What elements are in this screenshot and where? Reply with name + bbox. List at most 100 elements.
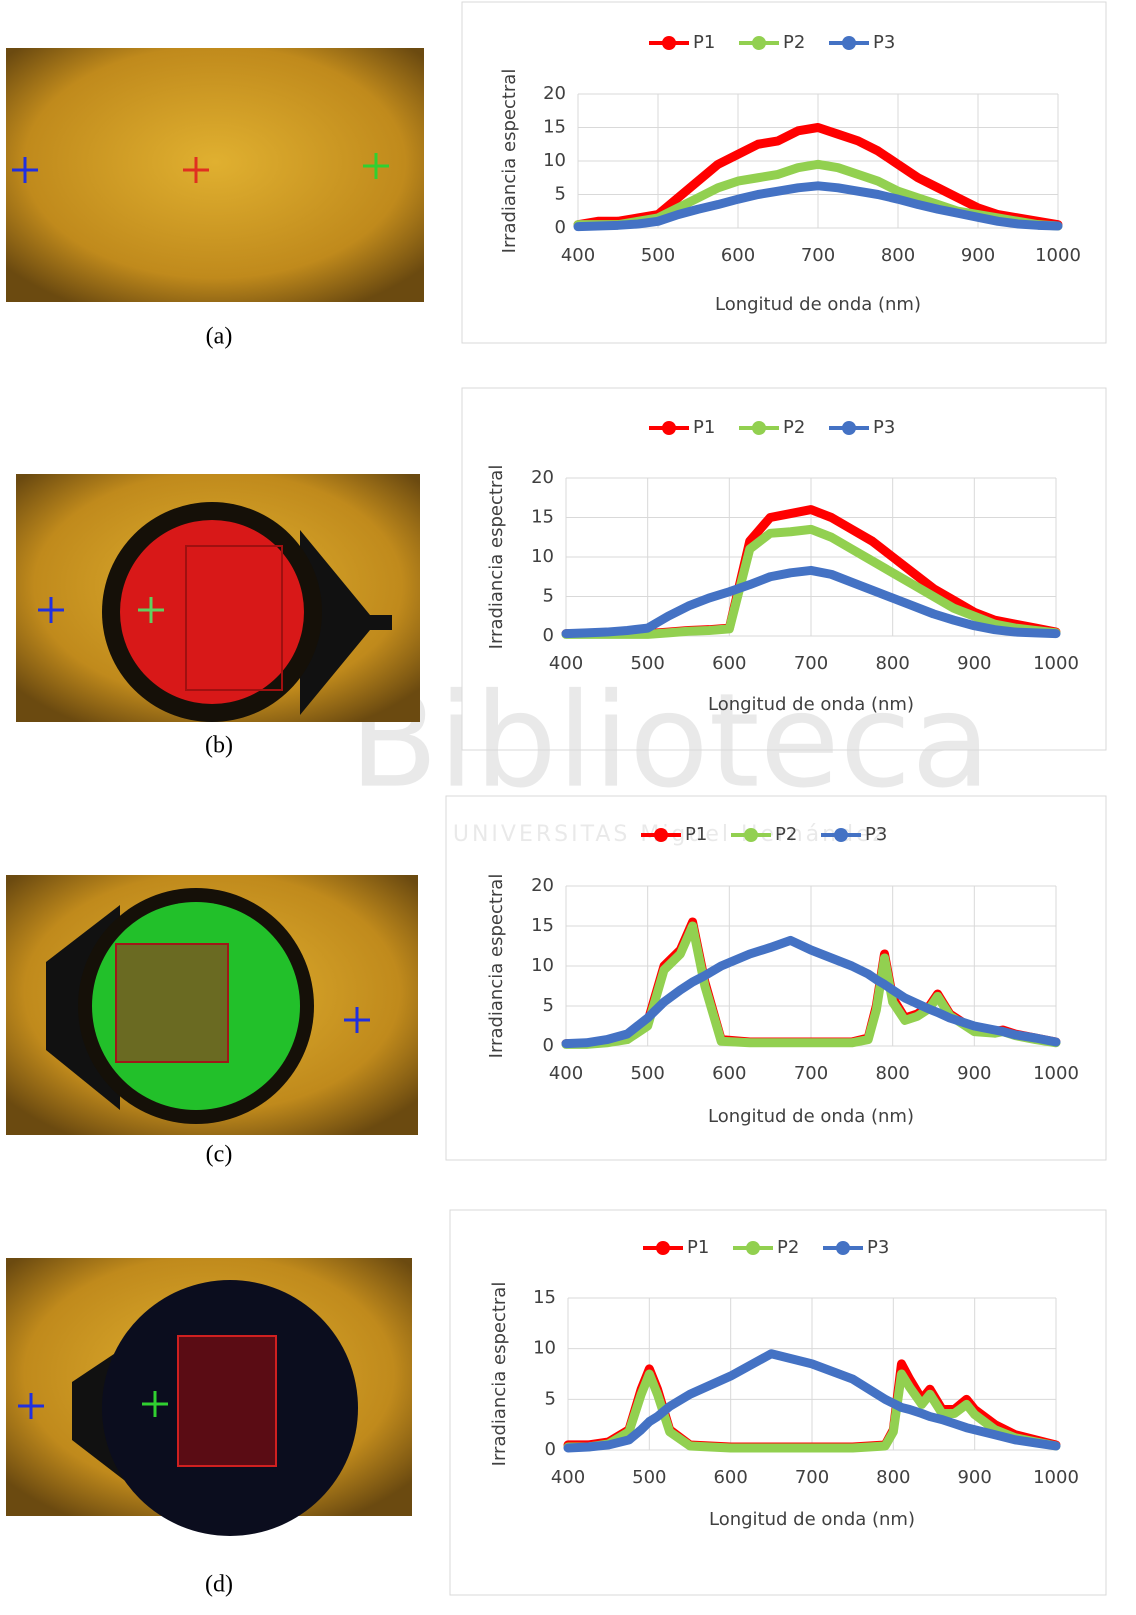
caption: (c) xyxy=(206,1142,233,1168)
legend-marker xyxy=(842,36,856,50)
y-tick-label: 15 xyxy=(531,507,554,528)
caption: (b) xyxy=(205,733,233,759)
x-tick-label: 900 xyxy=(957,653,991,674)
y-tick-label: 10 xyxy=(543,150,566,171)
chart: 0 5 10 15 20 400 500 600 700 800 900 1000 P1 P2 P3 Long… xyxy=(205,387,1107,759)
legend-label: P3 xyxy=(867,1237,889,1258)
x-tick-label: 700 xyxy=(795,1467,829,1488)
chart: 0 5 10 15 400 500 600 700 800 900 1000 P1 P2 P3 Longit… xyxy=(205,1209,1107,1598)
y-tick-label: 10 xyxy=(531,955,554,976)
x-tick-label: 700 xyxy=(801,245,835,266)
legend-marker xyxy=(834,828,848,842)
series-line xyxy=(561,935,1061,1049)
legend-marker xyxy=(836,1241,850,1255)
x-tick-label: 400 xyxy=(549,1063,583,1084)
y-axis-label: Irradiancia espectral xyxy=(486,874,507,1059)
y-tick-label: 5 xyxy=(555,184,566,205)
y-tick-label: 15 xyxy=(543,117,566,138)
y-tick-label: 0 xyxy=(545,1439,556,1460)
legend-marker xyxy=(654,828,668,842)
x-tick-label: 400 xyxy=(561,245,595,266)
x-tick-label: 600 xyxy=(721,245,755,266)
x-tick-label: 1000 xyxy=(1033,1467,1079,1488)
x-tick-label: 800 xyxy=(876,1467,910,1488)
legend-marker xyxy=(746,1241,760,1255)
y-axis-label: Irradiancia espectral xyxy=(489,1282,510,1467)
x-tick-label: 500 xyxy=(630,1063,664,1084)
x-tick-label: 800 xyxy=(875,653,909,674)
x-tick-label: 800 xyxy=(875,1063,909,1084)
series-line xyxy=(563,1349,1061,1453)
y-tick-label: 20 xyxy=(543,83,566,104)
chart: 0 5 10 15 20 400 500 600 700 800 900 1000 P1 P2 P3 Long… xyxy=(206,795,1107,1168)
legend-label: P2 xyxy=(783,417,805,438)
legend-marker xyxy=(656,1241,670,1255)
x-axis-label: Longitud de onda (nm) xyxy=(708,1106,914,1127)
photo-b xyxy=(16,474,420,722)
x-tick-label: 1000 xyxy=(1033,653,1079,674)
x-tick-label: 500 xyxy=(632,1467,666,1488)
x-tick-label: 900 xyxy=(961,245,995,266)
legend-label: P1 xyxy=(693,417,715,438)
legend-label: P2 xyxy=(777,1237,799,1258)
x-axis-label: Longitud de onda (nm) xyxy=(715,294,921,315)
photo-a xyxy=(6,48,424,302)
legend-label: P1 xyxy=(685,824,707,845)
series-line xyxy=(561,524,1061,639)
series-line xyxy=(573,181,1063,232)
watermark-title: Biblioteca xyxy=(349,665,991,817)
series-line xyxy=(561,921,1061,1049)
y-tick-label: 0 xyxy=(543,1035,554,1056)
y-tick-label: 5 xyxy=(543,586,554,607)
legend-marker xyxy=(744,828,758,842)
y-tick-label: 20 xyxy=(531,875,554,896)
legend-marker xyxy=(662,36,676,50)
x-tick-label: 900 xyxy=(957,1063,991,1084)
y-tick-label: 20 xyxy=(531,467,554,488)
y-tick-label: 15 xyxy=(531,915,554,936)
y-axis-label: Irradiancia espectral xyxy=(486,465,507,650)
caption: (a) xyxy=(206,324,233,350)
legend-marker xyxy=(662,421,676,435)
legend-label: P3 xyxy=(873,32,895,53)
series-line xyxy=(563,1369,1061,1453)
y-tick-label: 10 xyxy=(531,546,554,567)
y-tick-label: 15 xyxy=(533,1287,556,1308)
x-tick-label: 700 xyxy=(794,653,828,674)
y-tick-label: 5 xyxy=(545,1388,556,1409)
x-tick-label: 1000 xyxy=(1035,245,1081,266)
x-tick-label: 700 xyxy=(794,1063,828,1084)
watermark: Biblioteca UNIVERSITAS Miguel Hernández xyxy=(349,665,991,847)
series-line xyxy=(561,565,1061,639)
legend-marker xyxy=(752,421,766,435)
caption: (d) xyxy=(205,1572,233,1598)
x-tick-label: 500 xyxy=(641,245,675,266)
photo-d xyxy=(6,1258,412,1536)
chart: 0 5 10 15 20 400 500 600 700 800 900 1000 P1 P2 P3 Long… xyxy=(206,1,1107,350)
x-tick-label: 800 xyxy=(881,245,915,266)
legend-marker xyxy=(752,36,766,50)
x-tick-label: 600 xyxy=(712,1063,746,1084)
chart-frame xyxy=(461,1,1107,344)
legend-label: P2 xyxy=(783,32,805,53)
legend-label: P3 xyxy=(865,824,887,845)
chart-frame xyxy=(461,387,1107,751)
legend-label: P1 xyxy=(693,32,715,53)
legend-label: P3 xyxy=(873,417,895,438)
x-tick-label: 600 xyxy=(712,653,746,674)
chart-frame xyxy=(449,1209,1107,1596)
x-tick-label: 400 xyxy=(549,653,583,674)
x-tick-label: 900 xyxy=(957,1467,991,1488)
legend-label: P1 xyxy=(687,1237,709,1258)
y-tick-label: 10 xyxy=(533,1338,556,1359)
x-tick-label: 400 xyxy=(551,1467,585,1488)
x-tick-label: 500 xyxy=(630,653,664,674)
x-axis-label: Longitud de onda (nm) xyxy=(709,1509,915,1530)
x-axis-label: Longitud de onda (nm) xyxy=(708,694,914,715)
photo-c xyxy=(6,875,418,1135)
x-tick-label: 600 xyxy=(713,1467,747,1488)
legend-label: P2 xyxy=(775,824,797,845)
y-tick-label: 0 xyxy=(543,625,554,646)
